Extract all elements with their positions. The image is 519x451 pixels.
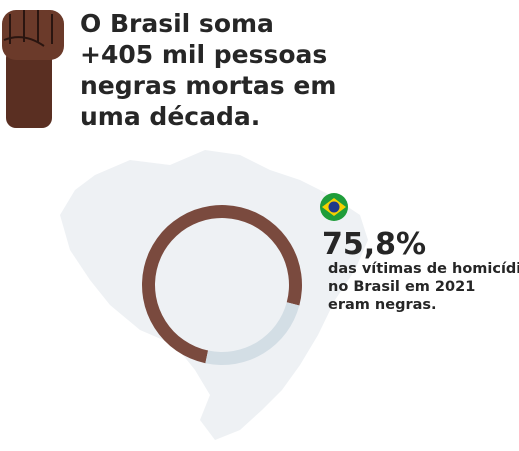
title-line: +405 mil pessoas [80,40,327,69]
donut [142,205,302,365]
annotation-line: das vítimas de homicídio [328,261,519,277]
donut-segment [205,302,300,365]
value-label: 75,8% [322,227,426,262]
title-line: negras mortas em [80,71,336,100]
fist-icon [2,10,64,128]
annotation-line: eram negras. [328,297,437,313]
brazil-map [60,150,368,440]
title-line: O Brasil soma [80,9,274,38]
flag-icon [320,193,348,221]
annotation-line: no Brasil em 2021 [328,279,475,295]
title-line: uma década. [80,102,260,131]
